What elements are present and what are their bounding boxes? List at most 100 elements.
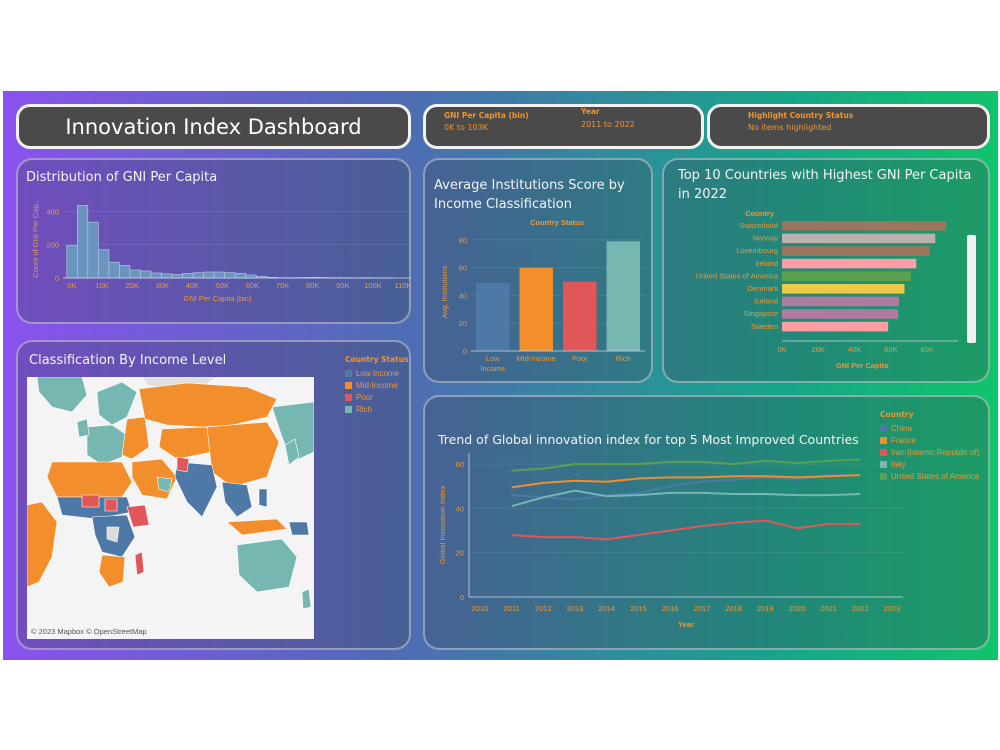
legend-label: Poor (356, 392, 373, 402)
top10-scrollbar[interactable] (967, 235, 976, 343)
top10-bar (782, 271, 911, 281)
highlight-value: No items highlighted (748, 123, 832, 132)
hist-bar (192, 272, 204, 279)
hist-bar (245, 274, 257, 279)
top10-xtick-label: 0K (777, 345, 786, 354)
map-region-south-africa (98, 554, 126, 588)
legend-rich[interactable]: Rich (345, 403, 409, 415)
hist-ytick-label: 200 (46, 241, 59, 250)
trend-xtick-label: 2016 (662, 604, 679, 613)
institutions-bar (563, 281, 597, 351)
trend-xtick-label: 2010 (472, 604, 489, 613)
top10-x-axis-label: GNI Per Capita (836, 361, 889, 370)
hist-bar (213, 271, 226, 279)
top10-bar (782, 284, 905, 294)
hist-bar (140, 270, 152, 279)
legend-usa[interactable]: United States of America (880, 470, 979, 482)
world-map-shapes (27, 377, 314, 610)
world-map[interactable]: © 2023 Mapbox © OpenStreetMap (27, 377, 314, 639)
hist-bar (76, 205, 89, 279)
map-credit[interactable]: © 2023 Mapbox © OpenStreetMap (31, 627, 147, 636)
map-region-png (288, 521, 310, 536)
institutions-bar (519, 267, 553, 351)
year-filter-label: Year (581, 107, 600, 116)
trend-title: Trend of Global innovation index for top… (438, 432, 859, 447)
top10-bar (782, 258, 917, 269)
map-region-new-zealand (301, 588, 312, 610)
legend-label: Low Income (356, 368, 400, 378)
top10-bar (782, 309, 899, 319)
highlight-label: Highlight Country Status (748, 111, 854, 120)
legend-italy[interactable]: Italy (880, 458, 979, 470)
legend-china[interactable]: China (880, 422, 979, 434)
top10-bar (782, 221, 947, 231)
hist-ytick-label: 0 (55, 274, 59, 283)
map-region-east-europe (121, 416, 150, 460)
map-region-horn (126, 504, 150, 528)
hist-xtick-label: 60K (246, 281, 259, 290)
legend-poor[interactable]: Poor (345, 391, 409, 403)
institutions-category-label: Mid-Income (517, 354, 556, 363)
top10-bar (782, 246, 930, 256)
top10-card: Top 10 Countries with Highest GNI Per Ca… (662, 158, 990, 383)
highlight-panel: Highlight Country Status No items highli… (707, 104, 990, 149)
hist-xtick-label: 110K (394, 281, 411, 290)
gni-filter-value: 0K to 103K (444, 123, 488, 132)
hist-bar (234, 273, 247, 279)
legend-iran[interactable]: Iran (Islamic Republic of) (880, 446, 979, 458)
legend-low-income[interactable]: Low Income (345, 367, 409, 379)
trend-series-line (511, 474, 861, 501)
hist-bar (203, 271, 215, 279)
institutions-bar (606, 241, 640, 351)
top10-title: Top 10 Countries with Highest GNI Per Ca… (678, 168, 972, 202)
map-region-gulf (156, 476, 173, 493)
legend-label: France (891, 435, 916, 445)
hist-bar (224, 272, 236, 279)
institutions-title: Average Institutions Score by Income Cla… (434, 178, 625, 212)
hist-xtick-label: 100K (364, 281, 382, 290)
top10-bar (782, 321, 889, 332)
top10-bar (782, 296, 900, 307)
map-region-madagascar (134, 551, 145, 576)
hist-x-axis-label: GNI Per Capita (bin) (184, 294, 252, 303)
map-region-south-america (27, 501, 58, 588)
hist-xtick-label: 30K (156, 281, 169, 290)
hist-bar (119, 265, 131, 279)
trend-x-axis-label: Year (678, 620, 694, 629)
trend-xtick-label: 2015 (630, 604, 647, 613)
institutions-category-label: Rich (616, 354, 631, 363)
top10-xtick-label: 20K (812, 345, 825, 354)
top10-chart: Country Switzerland Norway Luxembourg Irelan… (695, 209, 958, 370)
map-region-australia (236, 538, 298, 593)
map-region-sahel-poor-1 (81, 494, 100, 508)
year-filter[interactable]: Year 2011 to 2022 (581, 107, 635, 129)
map-legend-title: Country Status (345, 355, 409, 364)
top10-category-label: Ireland (755, 259, 778, 268)
top10-category-label: Luxembourg (736, 246, 778, 255)
institutions-bar (476, 282, 510, 351)
institutions-ytick-label: 80 (459, 236, 467, 245)
trend-xtick-label: 2014 (598, 604, 615, 613)
highlight-filter[interactable]: Highlight Country Status No items highli… (748, 111, 853, 132)
top10-xtick-label: 60K (884, 345, 897, 354)
map-region-se-asia (221, 481, 253, 518)
map-region-west-europe (86, 424, 128, 466)
legend-france[interactable]: France (880, 434, 979, 446)
hist-xtick-label: 40K (186, 281, 199, 290)
top10-xtick-label: 80K (920, 345, 933, 354)
hist-xtick-label: 50K (216, 281, 229, 290)
legend-label: Rich (356, 404, 373, 414)
legend-mid-income[interactable]: Mid-Income (345, 379, 409, 391)
map-region-china (206, 421, 280, 488)
year-filter-value: 2011 to 2022 (581, 120, 635, 129)
institutions-ytick-label: 0 (463, 347, 467, 356)
gni-filter[interactable]: GNI Per Capita (bin) 0K to 103K (444, 111, 529, 132)
top10-row-header: Country (745, 209, 775, 218)
legend-label: United States of America (891, 471, 980, 481)
map-region-greenland (36, 377, 88, 413)
map-region-north-africa (46, 461, 133, 498)
map-region-sahel-poor-2 (104, 498, 118, 512)
map-region-unknown (106, 526, 120, 543)
map-card: Classification By Income Level Country S… (16, 340, 411, 650)
trend-xtick-label: 2018 (725, 604, 742, 613)
